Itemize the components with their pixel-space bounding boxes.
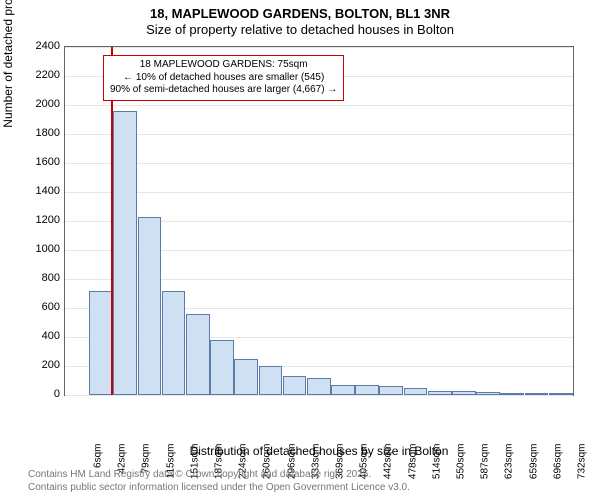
ytick-label: 2400	[20, 40, 60, 52]
ytick-label: 200	[20, 359, 60, 371]
histogram-bar	[379, 386, 403, 395]
ytick-label: 1200	[20, 214, 60, 226]
histogram-bar	[428, 391, 452, 395]
annotation-line2: ← 10% of detached houses are smaller (54…	[110, 72, 337, 85]
ytick-label: 0	[20, 388, 60, 400]
histogram-bar	[500, 393, 524, 395]
footer-line1: Contains HM Land Registry data © Crown c…	[28, 469, 410, 482]
xtick-label: 732sqm	[576, 444, 587, 486]
histogram-bar	[259, 366, 283, 395]
annotation-box: 18 MAPLEWOOD GARDENS: 75sqm← 10% of deta…	[103, 55, 344, 101]
ytick-label: 1800	[20, 127, 60, 139]
chart-title-block: 18, MAPLEWOOD GARDENS, BOLTON, BL1 3NR S…	[0, 0, 600, 39]
annotation-line1: 18 MAPLEWOOD GARDENS: 75sqm	[110, 59, 337, 72]
histogram-bar	[331, 385, 355, 395]
histogram-bar	[404, 388, 428, 395]
histogram-bar	[234, 359, 258, 395]
histogram-bar	[113, 111, 137, 395]
footer-attribution: Contains HM Land Registry data © Crown c…	[28, 469, 410, 494]
histogram-bar	[89, 291, 113, 395]
histogram-bar	[162, 291, 186, 395]
histogram-bar	[525, 393, 549, 395]
ytick-label: 1400	[20, 185, 60, 197]
histogram-bar	[138, 217, 162, 395]
histogram-bar	[283, 376, 307, 395]
ytick-label: 800	[20, 272, 60, 284]
histogram-bar	[210, 340, 234, 395]
y-axis-label: Number of detached properties	[1, 0, 15, 220]
histogram-bar	[452, 391, 476, 395]
footer-line2: Contains public sector information licen…	[28, 482, 410, 495]
ytick-label: 400	[20, 330, 60, 342]
histogram-bar	[307, 378, 331, 395]
chart-subtitle: Size of property relative to detached ho…	[0, 22, 600, 38]
annotation-line3: 90% of semi-detached houses are larger (…	[110, 84, 337, 97]
histogram-bar	[549, 393, 573, 395]
chart-title: 18, MAPLEWOOD GARDENS, BOLTON, BL1 3NR	[0, 6, 600, 22]
ytick-label: 2000	[20, 98, 60, 110]
ytick-label: 1600	[20, 156, 60, 168]
ytick-label: 1000	[20, 243, 60, 255]
histogram-bar	[476, 392, 500, 395]
histogram-bar	[186, 314, 210, 395]
plot-area: 18 MAPLEWOOD GARDENS: 75sqm← 10% of deta…	[64, 46, 574, 396]
x-axis-label: Distribution of detached houses by size …	[64, 444, 574, 458]
histogram-bar	[355, 385, 379, 395]
ytick-label: 2200	[20, 69, 60, 81]
ytick-label: 600	[20, 301, 60, 313]
gridline	[65, 395, 573, 396]
